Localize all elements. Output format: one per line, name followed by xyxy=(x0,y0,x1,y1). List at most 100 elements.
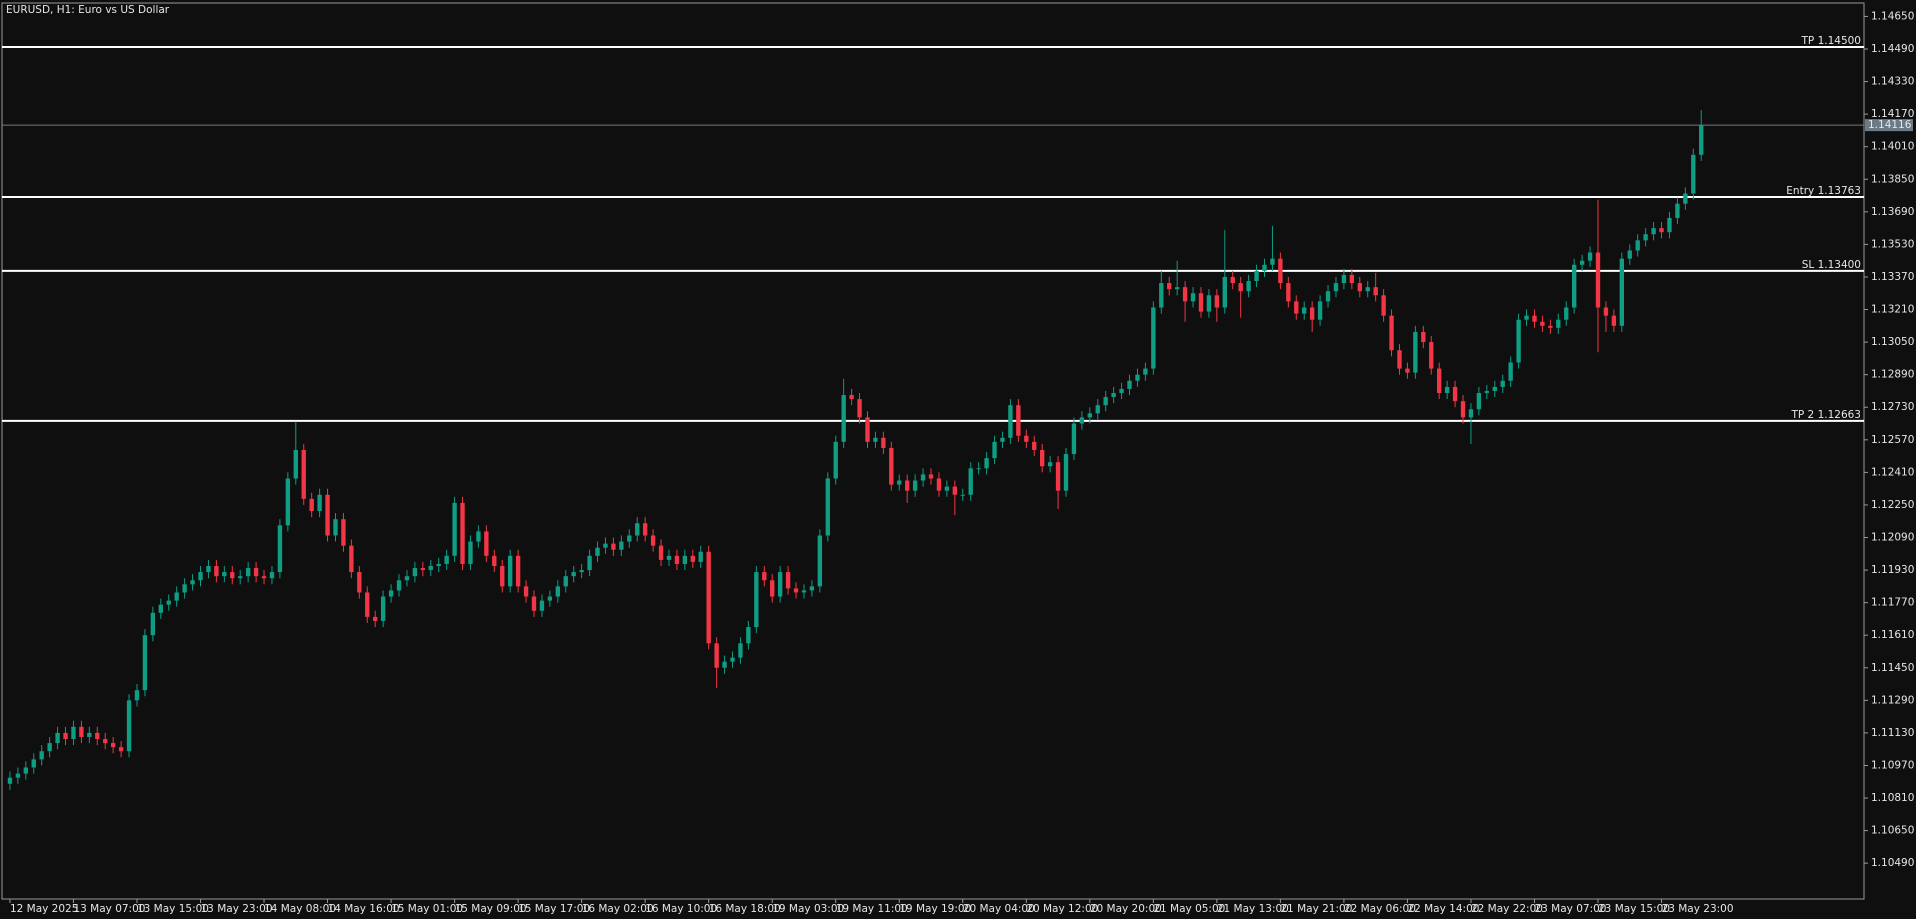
candle-body xyxy=(1460,401,1466,418)
candle-body xyxy=(738,643,743,658)
candle-body xyxy=(230,572,235,579)
candle-body xyxy=(1309,307,1315,320)
x-tick-label: 13 May 07:00 xyxy=(73,903,145,915)
candle-body xyxy=(1024,435,1029,442)
candle-body xyxy=(1556,319,1561,328)
y-tick-label: 1.14490 xyxy=(1871,43,1914,55)
candle-body xyxy=(539,600,545,611)
candle-body xyxy=(897,480,902,485)
candle-body xyxy=(206,566,211,573)
candle-body xyxy=(15,773,21,778)
x-tick-label: 16 May 18:00 xyxy=(709,903,781,915)
x-tick-label: 21 May 21:00 xyxy=(1280,903,1352,915)
price-tag xyxy=(1865,119,1913,132)
x-tick-label: 13 May 23:00 xyxy=(201,903,273,915)
x-tick-label: 20 May 04:00 xyxy=(963,903,1035,915)
candle-body xyxy=(952,486,958,495)
level-label: Entry 1.13763 xyxy=(1786,185,1861,197)
candle-body xyxy=(698,551,703,562)
candle-body xyxy=(1047,462,1053,467)
candle-body xyxy=(1389,315,1394,351)
candle-body xyxy=(118,747,124,752)
y-tick-label: 1.13050 xyxy=(1871,336,1914,348)
x-tick-label: 14 May 16:00 xyxy=(328,903,400,915)
candle-body xyxy=(1254,270,1259,282)
candle-body xyxy=(801,590,807,593)
candle-body xyxy=(1222,276,1227,308)
candle-body xyxy=(198,572,203,581)
y-tick-label: 1.10970 xyxy=(1871,759,1914,771)
candle-body xyxy=(1039,449,1045,467)
candle-body xyxy=(31,759,36,768)
candle-body xyxy=(849,395,854,400)
candle-body xyxy=(1357,283,1362,292)
candle-body xyxy=(190,580,195,585)
y-tick-label: 1.11930 xyxy=(1871,564,1914,576)
y-tick-label: 1.11770 xyxy=(1871,597,1914,609)
candle-body xyxy=(95,732,100,740)
candle-body xyxy=(1643,234,1648,241)
candle-body xyxy=(1127,380,1132,389)
candle-body xyxy=(1159,283,1164,308)
y-tick-label: 1.12090 xyxy=(1871,532,1914,544)
candle-body xyxy=(476,531,481,542)
candle-body xyxy=(1373,287,1378,296)
candle-body xyxy=(1278,258,1283,284)
y-tick-label: 1.13850 xyxy=(1871,173,1914,185)
candle-body xyxy=(404,576,410,581)
candle-body xyxy=(1000,437,1005,442)
x-tick-label: 19 May 19:00 xyxy=(899,903,971,915)
candle-body xyxy=(1151,307,1156,369)
candle-body xyxy=(1524,315,1529,320)
y-tick-label: 1.12410 xyxy=(1871,466,1914,478)
candle-body xyxy=(968,468,973,495)
candle-body xyxy=(793,588,799,593)
candle-body xyxy=(277,525,283,573)
candle-body xyxy=(245,568,251,577)
level-label: TP 2 1.12663 xyxy=(1790,409,1861,421)
candle-body xyxy=(1167,283,1172,290)
candle-body xyxy=(1683,193,1688,204)
candle-body xyxy=(762,572,767,581)
x-tick-label: 14 May 08:00 xyxy=(264,903,336,915)
plot-frame xyxy=(1,2,1865,900)
candle-body xyxy=(142,635,148,691)
candle-body xyxy=(55,732,60,744)
candle-body xyxy=(1032,441,1037,450)
candle-body xyxy=(905,480,910,491)
candle-body xyxy=(1437,368,1442,393)
x-tick-label: 22 May 22:00 xyxy=(1471,903,1543,915)
candle-body xyxy=(134,690,140,701)
candle-body xyxy=(1540,321,1545,326)
x-tick-label: 23 May 07:00 xyxy=(1534,903,1606,915)
candle-body xyxy=(1635,240,1640,251)
candle-body xyxy=(1429,342,1434,369)
candle-body xyxy=(992,441,997,459)
candle-body xyxy=(1135,374,1140,381)
candle-body xyxy=(706,551,711,644)
candle-body xyxy=(976,468,981,470)
x-tick-label: 23 May 15:00 xyxy=(1598,903,1670,915)
candle-body xyxy=(365,592,370,617)
candle-body xyxy=(912,480,918,491)
candle-body xyxy=(1317,301,1323,320)
candle-body xyxy=(1325,291,1331,302)
x-tick-label: 15 May 01:00 xyxy=(391,903,463,915)
candle-body xyxy=(47,743,52,752)
candle-body xyxy=(1246,281,1251,292)
y-tick-label: 1.14330 xyxy=(1871,76,1914,88)
candle-body xyxy=(1079,417,1085,424)
candle-body xyxy=(484,531,489,556)
candle-body xyxy=(1302,307,1307,314)
candle-body xyxy=(642,523,648,536)
candle-body xyxy=(1381,295,1386,316)
candle-body xyxy=(1564,307,1569,320)
candle-body xyxy=(587,555,592,571)
candle-body xyxy=(1508,362,1513,381)
candle-body xyxy=(1119,388,1124,393)
candle-body xyxy=(1174,287,1180,290)
candle-body xyxy=(1444,386,1450,393)
x-tick-label: 16 May 02:00 xyxy=(582,903,654,915)
